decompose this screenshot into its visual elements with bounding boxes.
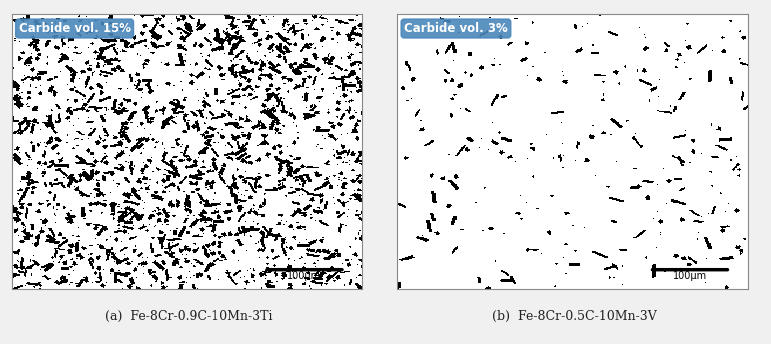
Text: (b)  Fe-8Cr-0.5C-10Mn-3V: (b) Fe-8Cr-0.5C-10Mn-3V [492, 310, 657, 323]
Text: Carbide vol. 15%: Carbide vol. 15% [19, 22, 130, 35]
Text: Carbide vol. 3%: Carbide vol. 3% [404, 22, 508, 35]
Text: 100μm: 100μm [673, 271, 707, 281]
Text: 100μm: 100μm [288, 271, 322, 281]
Text: (a)  Fe-8Cr-0.9C-10Mn-3Ti: (a) Fe-8Cr-0.9C-10Mn-3Ti [105, 310, 273, 323]
